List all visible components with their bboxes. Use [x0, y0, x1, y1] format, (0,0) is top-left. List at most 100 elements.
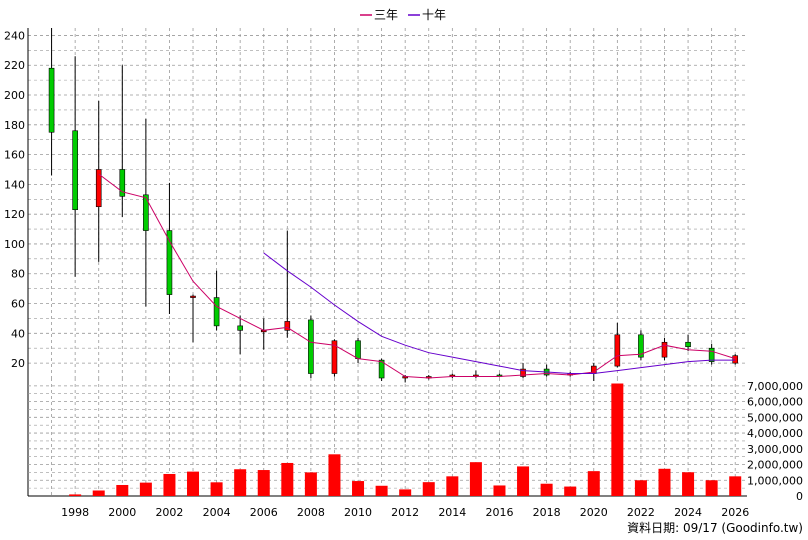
volume-bar: [493, 485, 506, 496]
candle-body: [378, 359, 385, 379]
volume-bar: [399, 489, 412, 496]
year-tick-label: 1998: [61, 506, 89, 519]
volume-bar: [304, 472, 317, 496]
volume-grid: [28, 378, 747, 497]
volume-bar: [210, 482, 223, 496]
candle-body: [119, 169, 126, 197]
volume-bar: [587, 471, 600, 496]
candle-body: [48, 67, 55, 133]
candle-body: [190, 295, 196, 298]
footer-source: 資料日期: 09/17 (Goodinfo.tw): [627, 521, 803, 535]
volume-bar: [658, 468, 671, 496]
volume-bar: [281, 462, 294, 496]
candle-body: [661, 341, 668, 358]
candle-body: [237, 325, 243, 331]
volume-bar: [328, 454, 341, 496]
volume-bar: [446, 476, 459, 496]
volume-bar: [375, 485, 388, 496]
price-tick-label: 40: [11, 327, 25, 340]
year-tick-label: 2004: [203, 506, 231, 519]
ma-line: [263, 252, 736, 374]
price-tick-label: 200: [4, 89, 25, 102]
candle-body: [72, 130, 78, 211]
year-tick-label: 2016: [485, 506, 513, 519]
volume-tick-label: 7,000,000: [747, 380, 803, 393]
year-tick-label: 2020: [580, 506, 608, 519]
volume-bar: [469, 462, 482, 496]
candle-body: [308, 319, 314, 374]
year-tick-label: 2012: [391, 506, 419, 519]
candle-body: [213, 297, 220, 327]
volume-bar: [139, 482, 152, 496]
volume-tick-label: 5,000,000: [747, 411, 803, 424]
volume-bar: [69, 494, 82, 496]
price-tick-label: 180: [4, 119, 25, 132]
price-tick-label: 140: [4, 178, 25, 191]
year-tick-label: 2000: [108, 506, 136, 519]
volume-bar: [682, 472, 695, 496]
volume-bar: [163, 473, 176, 496]
legend-label-10y: 十年: [422, 8, 446, 22]
candle-body: [95, 169, 102, 208]
volume-bar: [257, 470, 270, 496]
volume-bar: [187, 471, 200, 496]
year-tick-label: 2006: [250, 506, 278, 519]
year-tick-label: 2010: [344, 506, 372, 519]
volume-bars: [69, 383, 742, 496]
volume-bar: [517, 466, 530, 496]
volume-tick-label: 1,000,000: [747, 474, 803, 487]
candle-body: [732, 355, 739, 364]
year-tick-label: 2002: [155, 506, 183, 519]
legend: 三年 十年: [360, 8, 446, 22]
candle-body: [284, 321, 291, 331]
volume-bar: [705, 480, 718, 496]
candle-body: [685, 341, 691, 348]
volume-tick-label: 4,000,000: [747, 427, 803, 440]
candlesticks: [48, 28, 739, 383]
year-tick-label: 2014: [438, 506, 466, 519]
volume-axis: 0 1,000,000 2,000,000 3,000,000 4,000,000 5,0…: [747, 380, 803, 503]
volume-tick-label: 0: [796, 490, 803, 503]
price-axis: 20 40 60 80 100 120 140 160 180 200 220 240: [4, 29, 25, 370]
volume-bar: [116, 484, 129, 496]
year-tick-label: 2024: [674, 506, 702, 519]
year-axis: 1998 2000 2002 2004 2006 2008 2010 2012 2014 2016…: [61, 506, 749, 519]
volume-tick-label: 6,000,000: [747, 396, 803, 409]
ma-line: [98, 173, 736, 379]
price-tick-label: 120: [4, 208, 25, 221]
year-tick-label: 2018: [533, 506, 561, 519]
price-tick-label: 240: [4, 29, 25, 42]
candle-body: [143, 194, 149, 231]
candle-body: [166, 230, 173, 295]
volume-tick-label: 2,000,000: [747, 459, 803, 472]
candle-body: [614, 334, 621, 367]
legend-label-3y: 三年: [374, 8, 398, 22]
candle-body: [331, 340, 338, 374]
volume-bar: [634, 480, 647, 496]
candle-body: [520, 368, 526, 377]
volume-bar: [92, 490, 105, 496]
price-grid: [27, 28, 747, 496]
volume-bar: [422, 482, 435, 496]
volume-bar: [234, 469, 247, 496]
volume-bar: [729, 476, 742, 496]
volume-bar: [352, 481, 365, 496]
price-tick-label: 100: [4, 238, 25, 251]
candle-body: [355, 340, 361, 359]
price-tick-label: 220: [4, 59, 25, 72]
candle-body: [638, 334, 644, 358]
volume-bar: [611, 383, 624, 496]
volume-bar: [540, 483, 553, 496]
candle-body: [708, 347, 715, 362]
moving-average-lines: [98, 173, 736, 379]
year-tick-label: 2008: [297, 506, 325, 519]
price-tick-label: 60: [11, 298, 25, 311]
volume-tick-label: 3,000,000: [747, 443, 803, 456]
price-tick-label: 20: [11, 357, 25, 370]
price-tick-label: 160: [4, 149, 25, 162]
price-tick-label: 80: [11, 268, 25, 281]
volume-bar: [564, 486, 577, 496]
year-tick-label: 2022: [627, 506, 655, 519]
year-tick-label: 2026: [721, 506, 749, 519]
